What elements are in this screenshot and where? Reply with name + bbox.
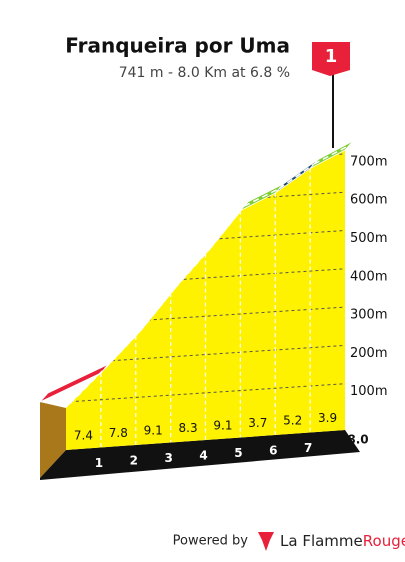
- y-tick-label: 200m: [350, 346, 387, 361]
- gradient-label: 5.2: [283, 413, 302, 427]
- km-label: 3: [164, 451, 172, 465]
- y-tick-label: 300m: [350, 308, 387, 323]
- km-label: 1: [95, 456, 103, 470]
- km-label: 4: [199, 449, 207, 463]
- km-label: 6: [269, 444, 277, 458]
- y-tick-label: 400m: [350, 269, 387, 284]
- profile: 100m 200m 300m 400m 500m 600m 700m 7.4 7.8 9.1 8.3…: [39, 140, 387, 480]
- km-label: 2: [130, 454, 138, 468]
- gradient-label: 9.1: [144, 423, 163, 437]
- chart-subtitle: 741 m - 8.0 Km at 6.8 %: [119, 65, 290, 81]
- road-dash: [104, 331, 141, 369]
- side-face: [40, 402, 66, 478]
- road-dash: [244, 187, 280, 207]
- gradient-label: 3.9: [318, 411, 337, 425]
- category-label: 1: [325, 46, 338, 67]
- km-label: 7: [304, 441, 312, 455]
- y-tick-label: 100m: [350, 384, 387, 399]
- brand-main: La Flamme: [280, 532, 363, 550]
- road-dash: [174, 248, 211, 289]
- logo-icon: [258, 532, 274, 551]
- gradient-label: 7.4: [74, 428, 93, 442]
- base-strip: [40, 430, 360, 480]
- gradient-label: 8.3: [179, 421, 198, 435]
- y-tick-label: 700m: [350, 154, 387, 169]
- brand: La FlammeRouge: [280, 532, 405, 550]
- brand-accent: Rouge: [363, 532, 405, 550]
- km-label: 5: [234, 446, 242, 460]
- road-dash: [69, 367, 106, 405]
- km-label: 8.0: [347, 433, 368, 447]
- front-face: [66, 150, 345, 450]
- gradient-label: 9.1: [213, 418, 232, 432]
- chart-title: Franqueira por Uma: [65, 34, 290, 58]
- grid-line: [66, 383, 345, 405]
- flag: [312, 42, 350, 76]
- powered-by: Powered by: [173, 534, 249, 549]
- gradient-label: 3.7: [248, 416, 267, 430]
- grid-line: [66, 153, 345, 175]
- gradient-label: 7.8: [109, 426, 128, 440]
- y-tick-label: 500m: [350, 231, 387, 246]
- road-dash: [278, 163, 315, 190]
- road-dash: [313, 144, 350, 165]
- y-tick-label: 600m: [350, 193, 387, 208]
